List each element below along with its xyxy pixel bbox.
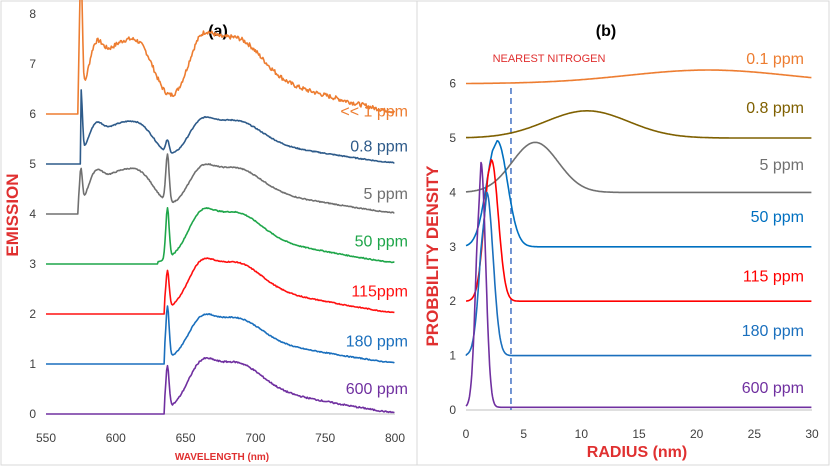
- panel-a-y-tick-5: 5: [29, 157, 36, 171]
- series-50-ppm-label: 50 ppm: [355, 234, 408, 251]
- series-0-8-ppm-label: 0.8 ppm: [350, 139, 408, 156]
- panel-a-x-tick-550: 550: [36, 431, 56, 445]
- panel-a-series-labels: << 1 ppm 0.8 ppm 5 ppm 50 ppm 115ppm 180 ppm 6…: [340, 104, 408, 399]
- series-5-ppm-label: 5 ppm: [760, 157, 804, 174]
- panel-a-y-tick-8: 8: [29, 7, 36, 21]
- panel-a-axes: 550 600 650 700 750 800 0 1 2 3 4 5 6 7 8: [29, 7, 405, 445]
- series-600-ppm-curve: [45, 356, 395, 415]
- panel-a-y-tick-3: 3: [29, 257, 36, 271]
- series-115ppm-curve: [45, 257, 395, 315]
- panel-a-y-tick-1: 1: [29, 357, 36, 371]
- series-180-ppm-curve: [465, 191, 812, 357]
- panel-a-x-tick-650: 650: [176, 431, 196, 445]
- series-115-ppm-curve: [465, 159, 812, 303]
- panel-b: (b) NEAREST NITROGEN PROBBILITY DENSITY …: [416, 0, 830, 466]
- series-0-8-ppm-curve: [465, 110, 812, 139]
- panel-b-y-tick-4: 4: [449, 185, 456, 199]
- panel-b-series-labels: 0.1 ppm 0.8 ppm 5 ppm 50 ppm 115 ppm 180 ppm 6…: [742, 51, 804, 397]
- panel-b-y-tick-6: 6: [449, 77, 456, 91]
- series-1-ppm-label: << 1 ppm: [340, 104, 408, 121]
- series-600-ppm-label: 600 ppm: [346, 381, 408, 398]
- panel-b-x-tick-0: 0: [463, 427, 470, 441]
- panel-b-x-tick-20: 20: [690, 427, 704, 441]
- panel-a-y-tick-0: 0: [29, 407, 36, 421]
- series-180-ppm-curve: [45, 305, 395, 365]
- panel-b-title: (b): [596, 23, 616, 40]
- panel-a-x-tick-600: 600: [106, 431, 126, 445]
- panel-a: (a) EMISSION WAVELENGTH (nm) 550 600 650 70…: [0, 0, 418, 466]
- panel-b-frame: [416, 0, 830, 466]
- panel-a-curves: [45, 0, 396, 415]
- panel-a-y-tick-2: 2: [29, 307, 36, 321]
- series-5-ppm-curve: [45, 153, 395, 215]
- panel-b-y-tick-2: 2: [449, 294, 456, 308]
- panel-b-x-tick-10: 10: [575, 427, 589, 441]
- panel-b-x-tick-5: 5: [520, 427, 527, 441]
- panel-b-x-tick-30: 30: [805, 427, 819, 441]
- series-180-ppm-label: 180 ppm: [742, 323, 804, 340]
- panel-b-curves: [465, 69, 812, 410]
- series-1-ppm-curve: [45, 0, 396, 115]
- series-0-8-ppm-label: 0.8 ppm: [746, 100, 804, 117]
- panel-b-y-tick-0: 0: [449, 403, 456, 417]
- series-0-1-ppm-label: 0.1 ppm: [746, 51, 804, 68]
- series-5-ppm-label: 5 ppm: [364, 186, 408, 203]
- series-600-ppm-label: 600 ppm: [742, 380, 804, 397]
- panel-b-y-tick-5: 5: [449, 131, 456, 145]
- panel-a-y-tick-4: 4: [29, 207, 36, 221]
- panel-b-y-tick-1: 1: [449, 349, 456, 363]
- series-180-ppm-label: 180 ppm: [346, 334, 408, 351]
- panel-b-axes: 0 5 10 15 20 25 30 0 1 2 3 4 5 6: [449, 77, 819, 441]
- series-115ppm-label: 115ppm: [351, 284, 408, 301]
- series-0-1-ppm-curve: [465, 69, 812, 85]
- panel-a-y-tick-6: 6: [29, 107, 36, 121]
- series-5-ppm-curve: [465, 141, 812, 194]
- panel-a-x-tick-750: 750: [315, 431, 335, 445]
- series-50-ppm-curve: [465, 140, 812, 248]
- panel-a-x-tick-800: 800: [385, 431, 405, 445]
- panel-b-y-tick-3: 3: [449, 240, 456, 254]
- series-50-ppm-label: 50 ppm: [751, 209, 804, 226]
- series-115-ppm-label: 115 ppm: [743, 269, 804, 286]
- panel-b-xlabel: RADIUS (nm): [587, 444, 687, 461]
- series-50-ppm-curve: [45, 207, 395, 265]
- series-600-ppm-curve: [465, 161, 812, 409]
- panel-a-xlabel: WAVELENGTH (nm): [175, 452, 269, 463]
- panel-b-x-tick-15: 15: [632, 427, 646, 441]
- panel-a-x-tick-700: 700: [245, 431, 265, 445]
- panel-b-ylabel: PROBBILITY DENSITY: [423, 165, 442, 347]
- panel-a-ylabel: EMISSION: [3, 173, 22, 256]
- panel-b-x-tick-25: 25: [748, 427, 762, 441]
- series-0-8-ppm-curve: [45, 89, 395, 165]
- panel-a-y-tick-7: 7: [29, 57, 36, 71]
- nearest-nitrogen-annotation: NEAREST NITROGEN: [493, 53, 606, 65]
